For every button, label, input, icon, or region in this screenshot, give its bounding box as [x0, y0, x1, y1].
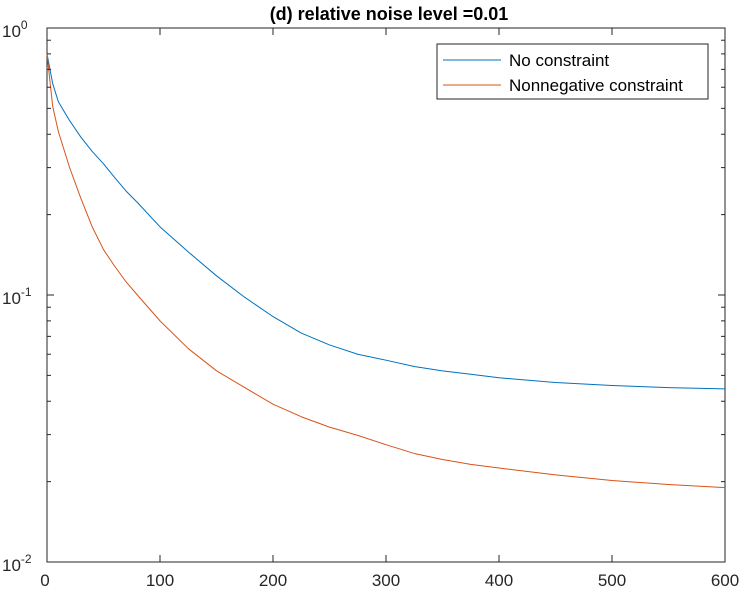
x-tick-label: 200	[259, 571, 287, 590]
axes-box	[46, 27, 726, 563]
ticks-layer: 0 100 200 300 400 500 600 10-2 10-1 100	[2, 18, 739, 590]
y-tick-label: 10-2	[2, 552, 32, 575]
legend-label: No constraint	[509, 51, 609, 70]
x-tick-label: 500	[598, 571, 626, 590]
series-line-2	[46, 53, 726, 489]
x-tick-label: 400	[485, 571, 513, 590]
x-tick-label: 0	[40, 571, 49, 590]
y-tick-label: 100	[2, 18, 28, 41]
legend: No constraint Nonnegative constraint	[436, 43, 709, 100]
x-tick-label: 600	[711, 571, 739, 590]
x-tick-label: 300	[372, 571, 400, 590]
x-tick-label: 100	[146, 571, 174, 590]
y-tick-label: 10-1	[2, 285, 32, 308]
legend-label: Nonnegative constraint	[509, 76, 683, 95]
legend-box	[436, 43, 709, 100]
chart-title: (d) relative noise level =0.01	[270, 4, 509, 24]
series-line-1	[46, 53, 726, 390]
series-layer	[46, 53, 726, 489]
